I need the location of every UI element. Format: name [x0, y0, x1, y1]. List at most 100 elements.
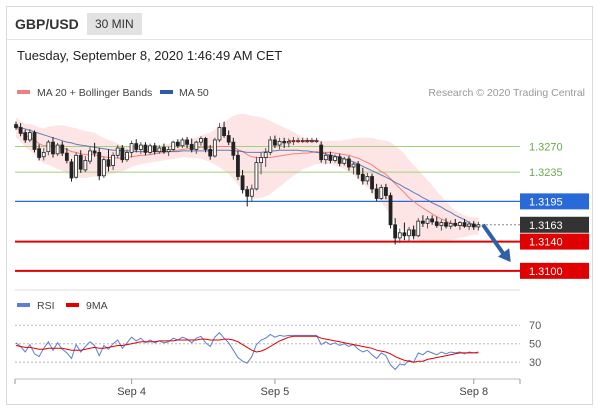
candle — [78, 150, 83, 173]
candle — [286, 138, 291, 148]
candle — [388, 192, 393, 229]
candle-body — [430, 218, 435, 223]
candle-body — [277, 141, 282, 146]
candle — [333, 154, 337, 163]
rsi-ma-legend-swatch — [66, 303, 79, 307]
candle-body — [41, 151, 46, 158]
candle-body — [453, 222, 458, 226]
candle — [92, 142, 97, 157]
candle-body — [212, 139, 217, 157]
candle-body — [333, 156, 337, 161]
candle — [129, 140, 134, 158]
candle-body — [27, 132, 32, 141]
level-1-3195-label: 1.3195 — [529, 196, 563, 208]
candle — [106, 149, 111, 172]
candle — [471, 221, 476, 230]
chart-datetime: Tuesday, September 8, 2020 1:46:49 AM CE… — [17, 48, 283, 63]
candle — [157, 145, 162, 154]
candle-body — [319, 144, 324, 161]
candle-body — [134, 143, 139, 150]
candle-body — [268, 139, 273, 153]
candle — [379, 184, 384, 200]
candle — [402, 222, 407, 241]
candle-body — [374, 188, 379, 199]
candle — [185, 137, 189, 148]
candle-body — [37, 148, 42, 158]
candle-body — [97, 151, 102, 177]
timeframe-badge[interactable]: 30 MIN — [87, 13, 142, 35]
candle-body — [467, 223, 472, 227]
candle — [143, 142, 148, 156]
candle-body — [370, 176, 374, 190]
candle-body — [402, 232, 407, 237]
candle-body — [384, 187, 388, 196]
chart-widget: GBP/USD 30 MIN Tuesday, September 8, 202… — [6, 6, 593, 405]
candle — [347, 156, 351, 171]
candle — [46, 139, 51, 156]
candle — [370, 173, 374, 194]
candle-body — [328, 154, 333, 161]
candle-body — [69, 161, 74, 179]
candle-body — [217, 127, 222, 141]
candle-body — [171, 141, 176, 150]
candle-body — [286, 141, 291, 144]
candle-body — [111, 154, 116, 166]
candle-body — [236, 154, 240, 177]
candle-body — [78, 154, 83, 170]
candle-body — [14, 124, 18, 128]
candle-body — [365, 176, 370, 182]
candle-body — [444, 222, 448, 227]
candle — [337, 153, 342, 167]
candle — [166, 146, 171, 157]
candle — [397, 228, 402, 244]
candle — [134, 139, 139, 153]
candle — [138, 142, 143, 154]
price-plot: 1.3270 1.3235 1.3195 1.3163 1.3140 1.3100 — [14, 113, 589, 279]
candle-body — [411, 229, 416, 237]
candle — [125, 149, 129, 162]
level-1-3163-label: 1.3163 — [529, 220, 563, 232]
candle-body — [416, 220, 421, 237]
candle — [268, 136, 273, 156]
level-1-3100-label: 1.3100 — [529, 266, 563, 278]
rsi-legend-label: RSI — [37, 300, 55, 312]
candle-body — [51, 141, 55, 155]
candle-body — [407, 229, 411, 237]
candle — [467, 221, 472, 230]
candle — [55, 142, 60, 157]
candle-body — [143, 144, 148, 153]
candle — [199, 136, 203, 146]
candle — [111, 152, 116, 170]
candle — [51, 137, 55, 158]
candle-body — [152, 145, 157, 153]
candle — [254, 156, 259, 191]
candle — [374, 183, 379, 202]
candle-body — [55, 144, 60, 155]
candle-body — [254, 162, 259, 190]
candle-body — [273, 139, 277, 146]
candle-body — [379, 187, 384, 199]
candle — [282, 137, 287, 148]
level-1-3140-tag — [520, 233, 589, 250]
candle — [259, 152, 263, 175]
level-1-3100-tag — [520, 262, 589, 279]
ma50-legend-swatch — [160, 90, 173, 94]
candle-body — [203, 138, 208, 150]
candle — [444, 218, 448, 229]
rsi-series-9ma — [15, 335, 479, 363]
rsi-series-rsi — [15, 331, 479, 371]
candle-body — [199, 138, 203, 143]
candle — [365, 172, 370, 185]
forecast-arrow-head — [497, 248, 511, 263]
candle-body — [347, 158, 351, 168]
candle-body — [231, 141, 236, 156]
candle — [434, 216, 439, 228]
candle-body — [351, 163, 356, 168]
candle-body — [439, 222, 444, 226]
candle-body — [356, 163, 361, 175]
candle-body — [462, 222, 467, 227]
candle-body — [420, 220, 425, 224]
candle-body — [180, 139, 185, 147]
candle — [41, 147, 46, 161]
candle-body — [106, 159, 111, 167]
